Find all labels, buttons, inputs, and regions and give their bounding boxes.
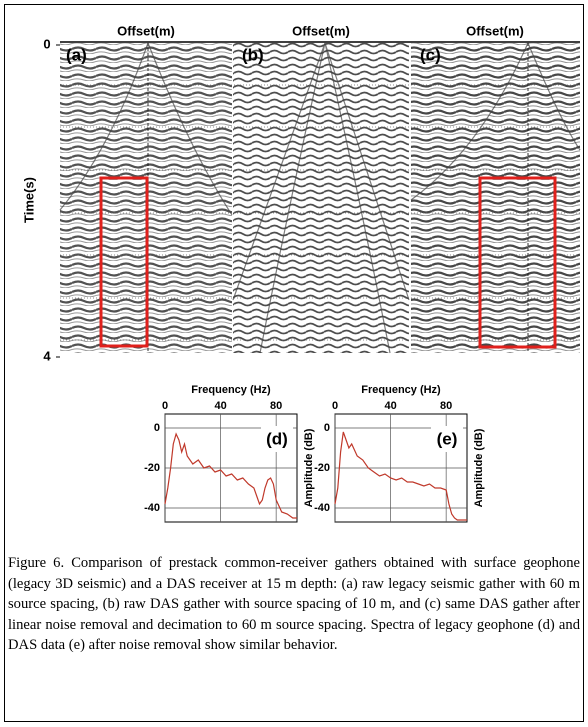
y-axis-label: Amplitude (dB) bbox=[473, 428, 485, 507]
panel-header: Offset(m) bbox=[117, 23, 175, 38]
spectrum-label: (e) bbox=[437, 429, 458, 448]
panel-header: Offset(m) bbox=[292, 23, 350, 38]
x-tick-label: 40 bbox=[384, 400, 396, 412]
time-tick-label: 0 bbox=[43, 36, 50, 51]
spectrum-line bbox=[334, 431, 467, 521]
frame bbox=[4, 4, 584, 722]
y-tick-label: -20 bbox=[314, 462, 330, 474]
spectrum-line bbox=[164, 432, 297, 519]
x-tick-label: 0 bbox=[162, 400, 168, 412]
panel-label: (c) bbox=[420, 45, 441, 64]
y-tick-label: -40 bbox=[314, 502, 330, 514]
y-tick-label: 0 bbox=[154, 422, 160, 434]
y-tick-label: 0 bbox=[324, 422, 330, 434]
seismic-gathers bbox=[59, 42, 581, 354]
x-tick-label: 80 bbox=[270, 400, 282, 412]
highlight-box bbox=[478, 176, 557, 349]
time-axis-label: Time(s) bbox=[21, 177, 36, 223]
x-tick-label: 80 bbox=[440, 400, 452, 412]
label-bg bbox=[431, 426, 463, 452]
y-axis-label: Amplitude (dB) bbox=[303, 428, 315, 507]
panel-label: (b) bbox=[242, 45, 264, 64]
panel-header: Offset(m) bbox=[466, 23, 524, 38]
x-axis-label: Frequency (Hz) bbox=[191, 384, 271, 396]
x-axis-label: Frequency (Hz) bbox=[361, 384, 441, 396]
x-tick-label: 0 bbox=[332, 400, 338, 412]
gather-c bbox=[411, 43, 580, 353]
caption: Figure 6. Comparison of prestack common-… bbox=[8, 555, 580, 653]
y-tick-label: -40 bbox=[144, 502, 160, 514]
label-bg bbox=[261, 426, 293, 452]
panel-label: (a) bbox=[66, 45, 87, 64]
highlight-box bbox=[99, 176, 149, 348]
spectrum-label: (d) bbox=[266, 429, 288, 448]
x-tick-label: 40 bbox=[214, 400, 226, 412]
time-tick-label: 4 bbox=[43, 348, 51, 363]
gather-b bbox=[233, 43, 409, 353]
y-tick-label: -20 bbox=[144, 462, 160, 474]
